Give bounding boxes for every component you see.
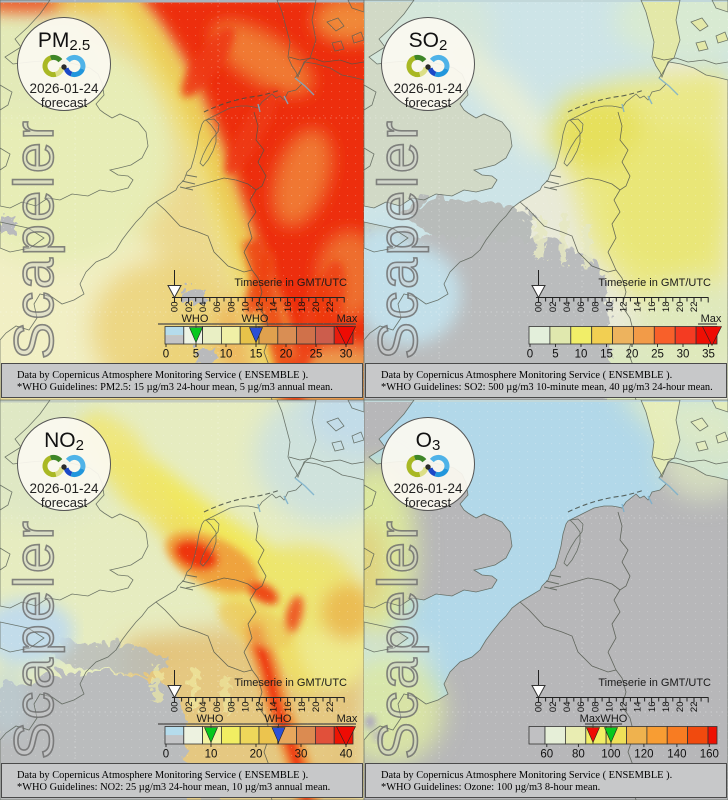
svg-text:16: 16 — [283, 302, 294, 313]
svg-text:Max: Max — [701, 313, 722, 325]
svg-text:06: 06 — [212, 302, 223, 313]
svg-text:20: 20 — [675, 702, 686, 713]
svg-text:160: 160 — [700, 749, 719, 761]
svg-text:08: 08 — [226, 702, 237, 713]
svg-text:10: 10 — [604, 702, 615, 713]
svg-text:14: 14 — [269, 702, 280, 713]
svg-text:18: 18 — [297, 702, 308, 713]
svg-text:12: 12 — [255, 302, 266, 313]
svg-text:22: 22 — [689, 302, 700, 313]
svg-text:120: 120 — [634, 749, 653, 761]
svg-text:14: 14 — [633, 302, 644, 313]
svg-text:16: 16 — [283, 702, 294, 713]
svg-text:5: 5 — [552, 349, 558, 361]
svg-text:MaxWHO: MaxWHO — [580, 713, 628, 725]
svg-text:20: 20 — [675, 302, 686, 313]
svg-text:14: 14 — [633, 702, 644, 713]
svg-text:Timeserie in GMT/UTC: Timeserie in GMT/UTC — [598, 677, 711, 689]
svg-text:18: 18 — [661, 302, 672, 313]
svg-text:06: 06 — [576, 702, 587, 713]
svg-text:06: 06 — [212, 702, 223, 713]
svg-text:16: 16 — [647, 302, 658, 313]
svg-text:100: 100 — [601, 749, 620, 761]
svg-text:02: 02 — [548, 702, 559, 713]
svg-text:22: 22 — [325, 702, 336, 713]
svg-text:04: 04 — [198, 702, 209, 713]
svg-text:0: 0 — [163, 749, 169, 761]
svg-text:02: 02 — [184, 302, 195, 313]
svg-text:15: 15 — [250, 349, 263, 361]
svg-text:10: 10 — [240, 302, 251, 313]
svg-text:Timeserie in GMT/UTC: Timeserie in GMT/UTC — [234, 277, 347, 289]
svg-text:04: 04 — [198, 302, 209, 313]
svg-text:12: 12 — [255, 702, 266, 713]
svg-text:22: 22 — [689, 702, 700, 713]
svg-text:25: 25 — [310, 349, 323, 361]
svg-text:08: 08 — [590, 702, 601, 713]
svg-text:WHO: WHO — [265, 713, 292, 725]
svg-text:Max: Max — [337, 713, 358, 725]
svg-text:0: 0 — [527, 349, 533, 361]
svg-text:22: 22 — [325, 302, 336, 313]
svg-text:18: 18 — [297, 302, 308, 313]
svg-text:12: 12 — [619, 702, 630, 713]
svg-text:Max: Max — [337, 313, 358, 325]
svg-text:25: 25 — [651, 349, 664, 361]
svg-text:Timeserie in GMT/UTC: Timeserie in GMT/UTC — [598, 277, 711, 289]
svg-text:10: 10 — [220, 349, 233, 361]
svg-text:10: 10 — [240, 702, 251, 713]
svg-text:Timeserie in GMT/UTC: Timeserie in GMT/UTC — [234, 677, 347, 689]
svg-text:30: 30 — [295, 749, 308, 761]
svg-text:80: 80 — [572, 749, 585, 761]
svg-text:20: 20 — [250, 749, 263, 761]
svg-text:140: 140 — [667, 749, 686, 761]
svg-text:00: 00 — [170, 702, 181, 713]
svg-text:00: 00 — [170, 302, 181, 313]
svg-text:WHO: WHO — [182, 313, 209, 325]
svg-text:20: 20 — [280, 349, 293, 361]
svg-text:20: 20 — [311, 702, 322, 713]
svg-text:12: 12 — [619, 302, 630, 313]
svg-text:15: 15 — [600, 349, 613, 361]
svg-text:30: 30 — [677, 349, 690, 361]
svg-text:02: 02 — [548, 302, 559, 313]
svg-text:5: 5 — [193, 349, 199, 361]
svg-text:04: 04 — [562, 702, 573, 713]
svg-text:20: 20 — [626, 349, 639, 361]
svg-text:10: 10 — [604, 302, 615, 313]
svg-text:02: 02 — [184, 702, 195, 713]
svg-text:16: 16 — [647, 702, 658, 713]
svg-text:60: 60 — [540, 749, 553, 761]
svg-text:14: 14 — [269, 302, 280, 313]
svg-text:04: 04 — [562, 302, 573, 313]
svg-text:08: 08 — [226, 302, 237, 313]
svg-text:0: 0 — [163, 349, 169, 361]
svg-text:10: 10 — [205, 749, 218, 761]
svg-text:35: 35 — [702, 349, 715, 361]
svg-text:30: 30 — [340, 349, 353, 361]
svg-text:WHO: WHO — [242, 313, 269, 325]
svg-text:00: 00 — [534, 702, 545, 713]
svg-text:WHO: WHO — [197, 713, 224, 725]
svg-text:08: 08 — [590, 302, 601, 313]
svg-text:06: 06 — [576, 302, 587, 313]
svg-text:00: 00 — [534, 302, 545, 313]
svg-text:10: 10 — [575, 349, 588, 361]
svg-text:40: 40 — [340, 749, 353, 761]
svg-text:20: 20 — [311, 302, 322, 313]
svg-text:18: 18 — [661, 702, 672, 713]
